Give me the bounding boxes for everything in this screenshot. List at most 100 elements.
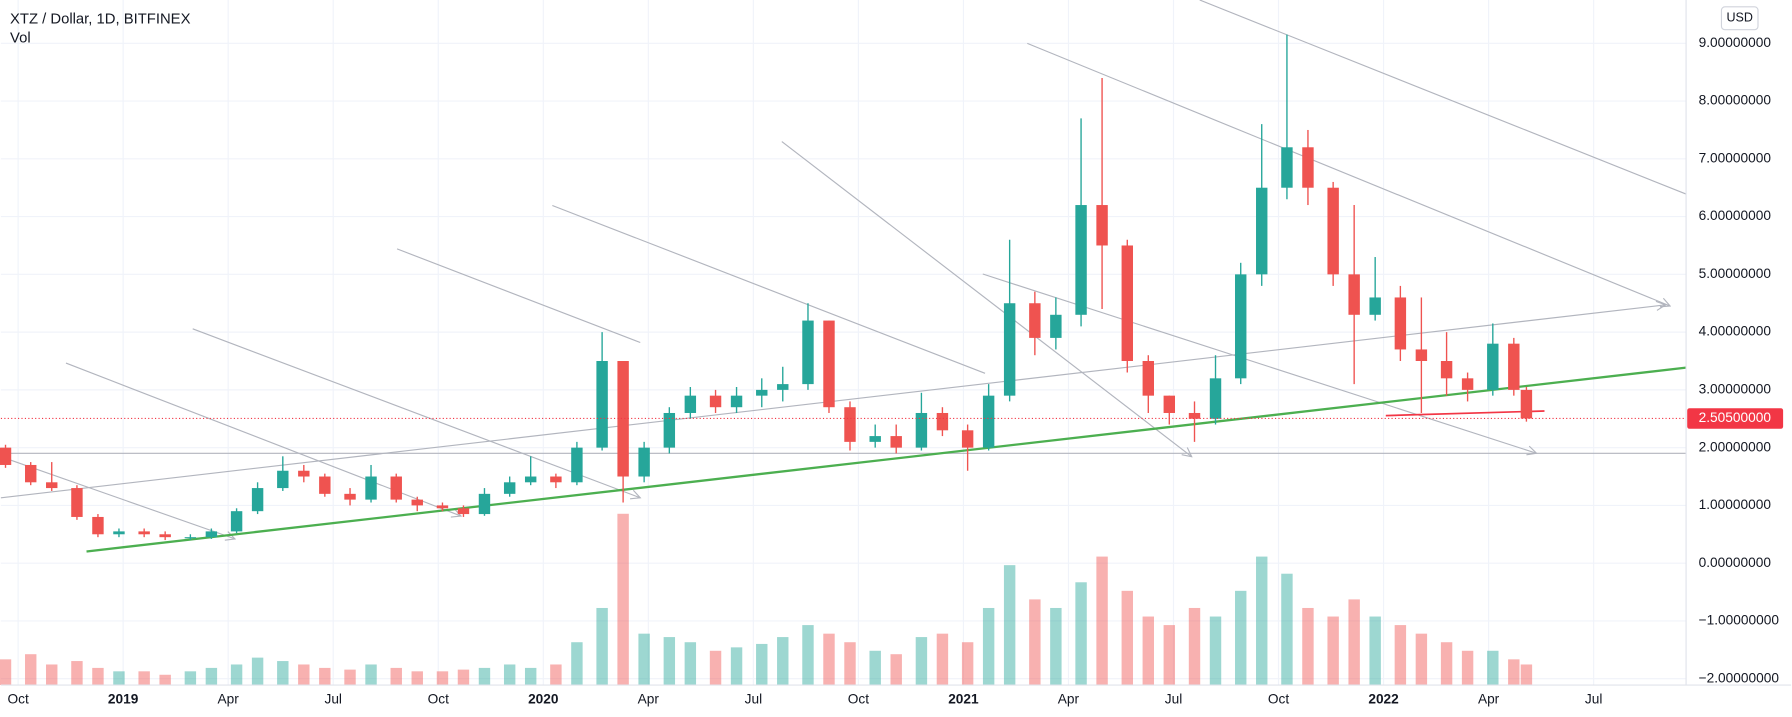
volume-bar: [823, 633, 835, 686]
price-label: 2.50500000: [1699, 410, 1772, 425]
candle-body: [251, 488, 264, 512]
x-tick-label: Oct: [7, 691, 28, 706]
candle-body: [478, 493, 491, 515]
candle-body: [915, 412, 928, 448]
candle-body: [344, 493, 356, 500]
candle-body: [936, 412, 949, 431]
candle-body: [1487, 343, 1499, 390]
volume-bar: [411, 671, 423, 686]
candle-body: [777, 384, 789, 390]
volume-bar: [730, 647, 743, 686]
volume-bar: [709, 650, 722, 686]
volume-bar: [638, 633, 650, 686]
volume-bar: [205, 667, 218, 686]
volume-bar: [1369, 616, 1381, 686]
candle-body: [617, 360, 629, 477]
volume-bar: [1121, 590, 1133, 686]
volume-bar: [617, 513, 629, 686]
chart-title: XTZ / Dollar, 1D, BITFINEX: [10, 11, 191, 27]
volume-bar: [1440, 642, 1453, 686]
volume-bar: [869, 650, 881, 686]
volume-bar: [663, 637, 676, 686]
axes: 9.00000000 8.00000000 7.00000000 6.00000000…: [7, 35, 1784, 706]
volume-bar: [1487, 650, 1499, 686]
candle-body: [1369, 297, 1381, 315]
candle-body: [1302, 147, 1314, 188]
candle-body: [730, 395, 743, 408]
volume-bar: [1003, 565, 1016, 686]
candle-body: [365, 476, 377, 500]
candle-body: [1520, 389, 1533, 419]
support-line: [86, 366, 1687, 553]
candle-body: [298, 470, 310, 477]
y-tick-label: 1.00000000: [1699, 497, 1772, 512]
volume-bar: [982, 607, 995, 686]
candle-body: [1003, 303, 1016, 396]
candle-body: [1188, 412, 1201, 419]
y-tick-label: 3.00000000: [1699, 382, 1772, 397]
volume-bar: [1235, 590, 1247, 686]
volume-bar: [46, 664, 58, 686]
volume-bar: [890, 654, 902, 686]
grid: [0, 0, 1687, 686]
x-tick-label: Oct: [428, 691, 449, 706]
volume-bar: [915, 637, 928, 686]
currency-button[interactable]: [1720, 6, 1759, 31]
candle-body: [1440, 360, 1453, 379]
volume-bar: [319, 667, 331, 686]
volume-bar: [184, 671, 197, 686]
volume-bar: [1348, 599, 1360, 686]
volume-bar: [1415, 633, 1428, 686]
volume-bar: [1188, 607, 1201, 686]
volume-bar: [251, 657, 264, 686]
candle-body: [802, 320, 814, 385]
volume-bar: [457, 669, 470, 686]
candle-body: [524, 476, 537, 483]
candle-body: [0, 447, 12, 465]
candle-body: [823, 320, 835, 408]
candle-body: [159, 534, 171, 538]
candle-body: [982, 395, 995, 448]
candle-body: [1327, 187, 1339, 275]
candle-body: [1121, 245, 1133, 361]
volume-bar: [92, 667, 104, 686]
candle-body: [390, 476, 402, 500]
x-tick-label: Oct: [848, 691, 869, 706]
candle-body: [571, 447, 583, 483]
volume-bar: [113, 671, 125, 686]
candle-body: [596, 360, 608, 448]
candle-body: [457, 508, 470, 515]
candle-body: [1163, 395, 1176, 413]
candle-body: [205, 531, 218, 538]
x-tick-label: Jul: [745, 691, 763, 706]
support-line: [1385, 410, 1545, 417]
price-badge: [1687, 408, 1784, 429]
y-tick-label: −1.00000000: [1699, 613, 1780, 628]
volume-pane: [0, 513, 1533, 686]
volume-bar: [1281, 573, 1293, 686]
volume-bar: [524, 667, 537, 686]
volume-bar: [1256, 556, 1268, 686]
candle-body: [277, 470, 289, 489]
volume-bar: [1508, 659, 1520, 686]
x-tick-label: Apr: [638, 691, 660, 706]
trend-line: [1027, 42, 1670, 306]
volume-bar: [1163, 625, 1176, 686]
candle-body: [756, 389, 768, 396]
volume-bar: [802, 625, 814, 686]
candle-body: [71, 488, 83, 517]
candle-body: [663, 412, 676, 448]
y-tick-label: 9.00000000: [1699, 35, 1772, 50]
volume-bar: [961, 642, 974, 686]
currency-label[interactable]: USD: [1726, 11, 1753, 25]
volume-bar: [1520, 664, 1533, 686]
candle-body: [230, 511, 243, 532]
candle-body: [138, 531, 150, 535]
candle-body: [844, 407, 856, 442]
x-tick-label: 2019: [108, 691, 139, 706]
volume-bar: [684, 642, 697, 686]
x-tick-label: 2022: [1368, 691, 1399, 706]
trend-line: [552, 204, 986, 374]
